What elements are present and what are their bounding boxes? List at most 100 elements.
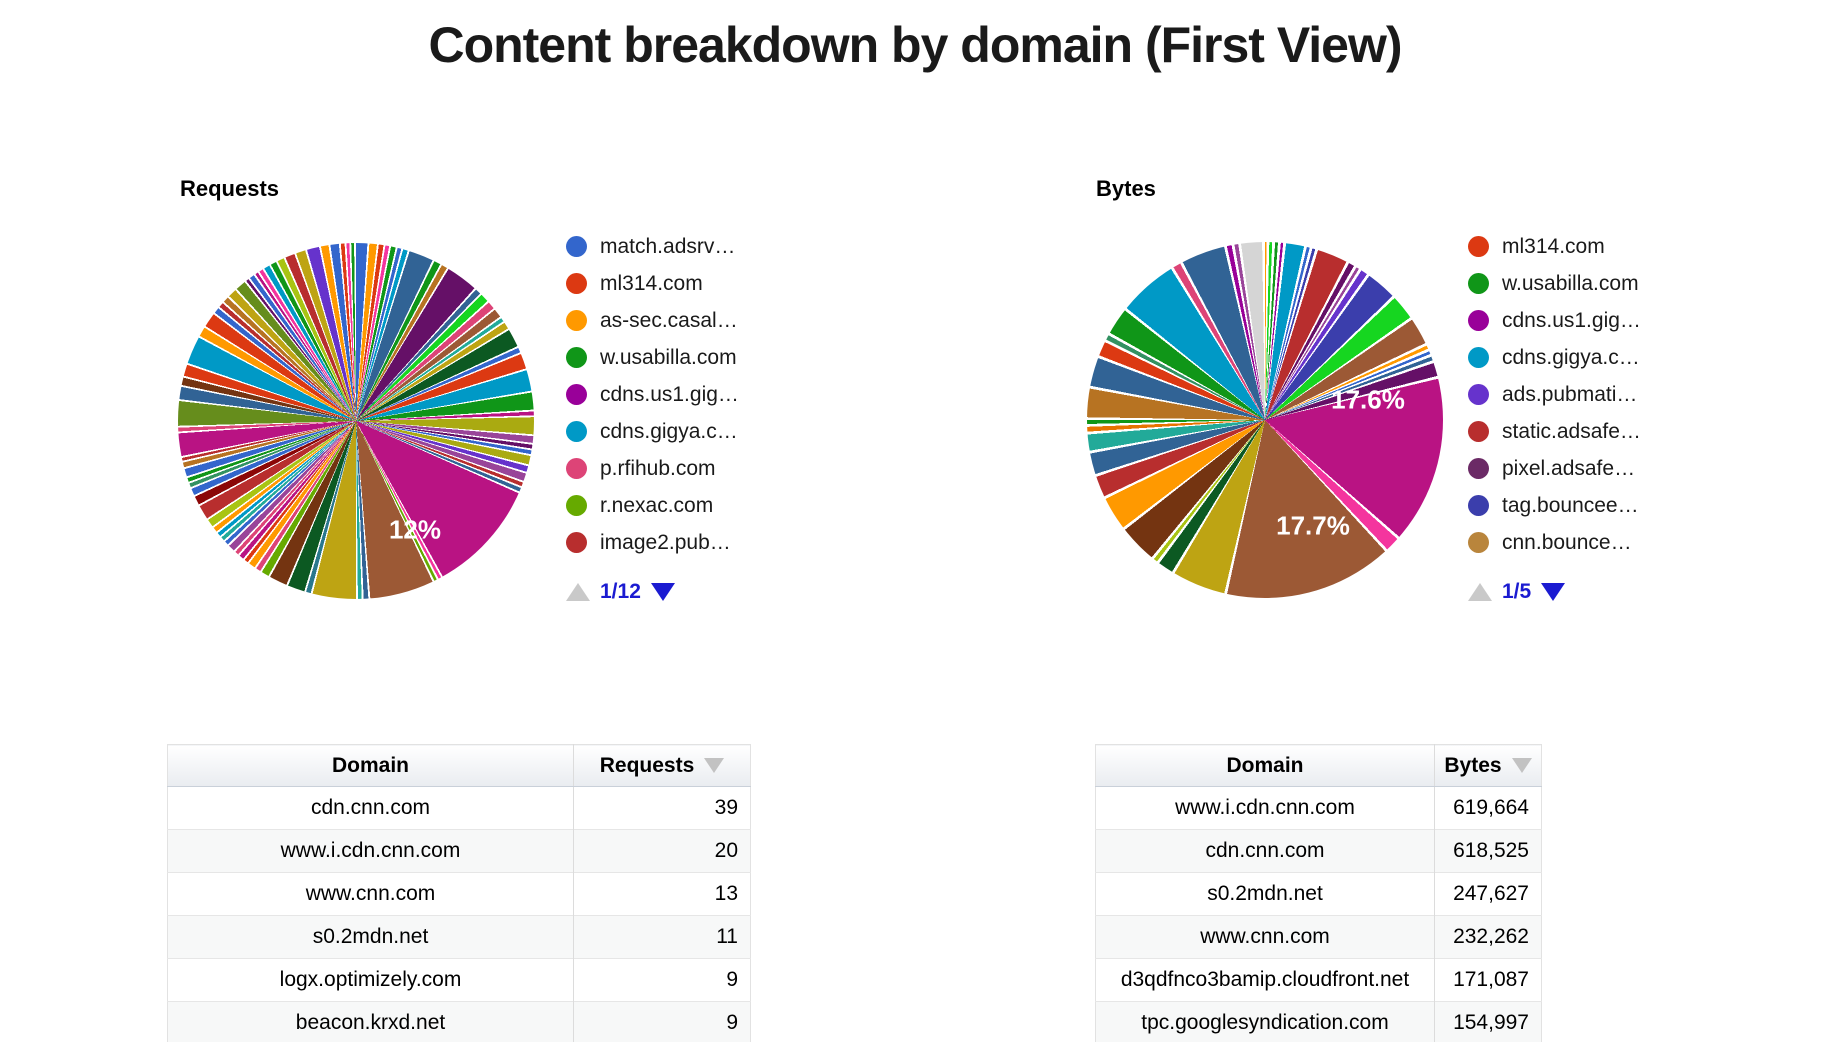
domain-cell: tpc.googlesyndication.com bbox=[1095, 1001, 1435, 1042]
requests-chart-title: Requests bbox=[180, 176, 280, 201]
legend-swatch-icon bbox=[566, 273, 587, 294]
legend-swatch-icon bbox=[1468, 421, 1489, 442]
legend-item: tag.bouncee… bbox=[1468, 487, 1641, 524]
bytes-legend-pager: 1/5 bbox=[1468, 580, 1566, 604]
bytes-chart-title: Bytes bbox=[1096, 176, 1156, 201]
legend-swatch-icon bbox=[1468, 532, 1489, 553]
legend-item: image2.pub… bbox=[566, 524, 739, 561]
table-row: s0.2mdn.net 11 bbox=[167, 915, 751, 959]
value-cell: 232,262 bbox=[1434, 915, 1542, 959]
bytes-table-body: www.i.cdn.cnn.com 619,664 cdn.cnn.com 61… bbox=[1095, 786, 1542, 1042]
domain-cell: cdn.cnn.com bbox=[167, 786, 574, 830]
domain-cell: www.i.cdn.cnn.com bbox=[167, 829, 574, 873]
requests-legend-pager: 1/12 bbox=[566, 580, 675, 604]
pager-up-icon[interactable] bbox=[1468, 583, 1492, 601]
legend-swatch-icon bbox=[1468, 347, 1489, 368]
table-row: logx.optimizely.com 9 bbox=[167, 958, 751, 1002]
legend-item: w.usabilla.com bbox=[1468, 265, 1641, 302]
legend-item: ads.pubmati… bbox=[1468, 376, 1641, 413]
domain-cell: www.cnn.com bbox=[1095, 915, 1435, 959]
domain-cell: s0.2mdn.net bbox=[167, 915, 574, 959]
domain-cell: logx.optimizely.com bbox=[167, 958, 574, 1002]
pager-down-icon[interactable] bbox=[1541, 583, 1566, 601]
table-row: d3qdfnco3bamip.cloudfront.net 171,087 bbox=[1095, 958, 1542, 1002]
table-row: tpc.googlesyndication.com 154,997 bbox=[1095, 1001, 1542, 1042]
domain-cell: s0.2mdn.net bbox=[1095, 872, 1435, 916]
sort-desc-icon bbox=[704, 758, 725, 774]
value-cell: 9 bbox=[573, 1001, 751, 1042]
pager-page-indicator: 1/12 bbox=[600, 580, 641, 603]
table-row: www.i.cdn.cnn.com 20 bbox=[167, 829, 751, 873]
legend-swatch-icon bbox=[566, 236, 587, 257]
legend-item: static.adsafe… bbox=[1468, 413, 1641, 450]
value-cell: 9 bbox=[573, 958, 751, 1002]
legend-item: w.usabilla.com bbox=[566, 339, 739, 376]
table-row: cdn.cnn.com 618,525 bbox=[1095, 829, 1542, 873]
domain-cell: d3qdfnco3bamip.cloudfront.net bbox=[1095, 958, 1435, 1002]
table-row: cdn.cnn.com 39 bbox=[167, 786, 751, 830]
requests-pie-chart[interactable]: 12% bbox=[178, 243, 534, 599]
table-row: www.cnn.com 13 bbox=[167, 872, 751, 916]
legend-swatch-icon bbox=[566, 495, 587, 516]
pie-slice-percent-label: 17.7% bbox=[1276, 510, 1350, 541]
page-title: Content breakdown by domain (First View) bbox=[428, 17, 1402, 73]
pie-slice-percent-label: 12% bbox=[388, 514, 442, 545]
requests-legend: match.adsrv… ml314.com as-sec.casal… w.u… bbox=[566, 228, 739, 561]
legend-swatch-icon bbox=[1468, 310, 1489, 331]
legend-item: p.rfihub.com bbox=[566, 450, 739, 487]
sort-desc-icon bbox=[1511, 758, 1532, 774]
domain-cell: cdn.cnn.com bbox=[1095, 829, 1435, 873]
column-header-requests[interactable]: Requests bbox=[573, 744, 751, 787]
table-row: beacon.krxd.net 9 bbox=[167, 1001, 751, 1042]
legend-item: cdns.us1.gig… bbox=[1468, 302, 1641, 339]
value-cell: 619,664 bbox=[1434, 786, 1542, 830]
legend-swatch-icon bbox=[1468, 495, 1489, 516]
bytes-pie-chart[interactable]: 17.6% 17.7% bbox=[1087, 242, 1443, 598]
value-cell: 13 bbox=[573, 872, 751, 916]
legend-item: as-sec.casal… bbox=[566, 302, 739, 339]
legend-swatch-icon bbox=[1468, 273, 1489, 294]
legend-swatch-icon bbox=[566, 347, 587, 368]
requests-table-body: cdn.cnn.com 39 www.i.cdn.cnn.com 20 www.… bbox=[167, 786, 751, 1042]
domain-cell: beacon.krxd.net bbox=[167, 1001, 574, 1042]
bytes-legend: ml314.com w.usabilla.com cdns.us1.gig… c… bbox=[1468, 228, 1641, 561]
column-header-domain[interactable]: Domain bbox=[167, 744, 574, 787]
legend-swatch-icon bbox=[566, 384, 587, 405]
pager-down-icon[interactable] bbox=[650, 583, 675, 601]
legend-item: pixel.adsafe… bbox=[1468, 450, 1641, 487]
pager-up-icon[interactable] bbox=[566, 583, 590, 601]
column-header-bytes[interactable]: Bytes bbox=[1434, 744, 1542, 787]
column-header-domain[interactable]: Domain bbox=[1095, 744, 1435, 787]
value-cell: 171,087 bbox=[1434, 958, 1542, 1002]
domain-cell: www.i.cdn.cnn.com bbox=[1095, 786, 1435, 830]
value-cell: 39 bbox=[573, 786, 751, 830]
requests-table: Domain Requests cdn.cnn.com 39 www.i.cdn… bbox=[167, 744, 751, 1042]
legend-item: cdns.gigya.c… bbox=[1468, 339, 1641, 376]
legend-item: r.nexac.com bbox=[566, 487, 739, 524]
table-row: s0.2mdn.net 247,627 bbox=[1095, 872, 1542, 916]
domain-cell: www.cnn.com bbox=[167, 872, 574, 916]
value-cell: 11 bbox=[573, 915, 751, 959]
value-cell: 618,525 bbox=[1434, 829, 1542, 873]
legend-item: cdns.us1.gig… bbox=[566, 376, 739, 413]
legend-swatch-icon bbox=[1468, 236, 1489, 257]
table-row: www.i.cdn.cnn.com 619,664 bbox=[1095, 786, 1542, 830]
legend-swatch-icon bbox=[566, 421, 587, 442]
pager-page-indicator: 1/5 bbox=[1502, 580, 1532, 603]
value-cell: 20 bbox=[573, 829, 751, 873]
pie-slice-percent-label: 17.6% bbox=[1331, 384, 1405, 415]
legend-swatch-icon bbox=[566, 458, 587, 479]
legend-swatch-icon bbox=[1468, 384, 1489, 405]
legend-item: cnn.bounce… bbox=[1468, 524, 1641, 561]
legend-swatch-icon bbox=[566, 310, 587, 331]
legend-item: ml314.com bbox=[1468, 228, 1641, 265]
legend-item: cdns.gigya.c… bbox=[566, 413, 739, 450]
legend-item: match.adsrv… bbox=[566, 228, 739, 265]
bytes-table: Domain Bytes www.i.cdn.cnn.com 619,664 c… bbox=[1095, 744, 1542, 1042]
legend-swatch-icon bbox=[1468, 458, 1489, 479]
legend-swatch-icon bbox=[566, 532, 587, 553]
table-row: www.cnn.com 232,262 bbox=[1095, 915, 1542, 959]
value-cell: 247,627 bbox=[1434, 872, 1542, 916]
legend-item: ml314.com bbox=[566, 265, 739, 302]
